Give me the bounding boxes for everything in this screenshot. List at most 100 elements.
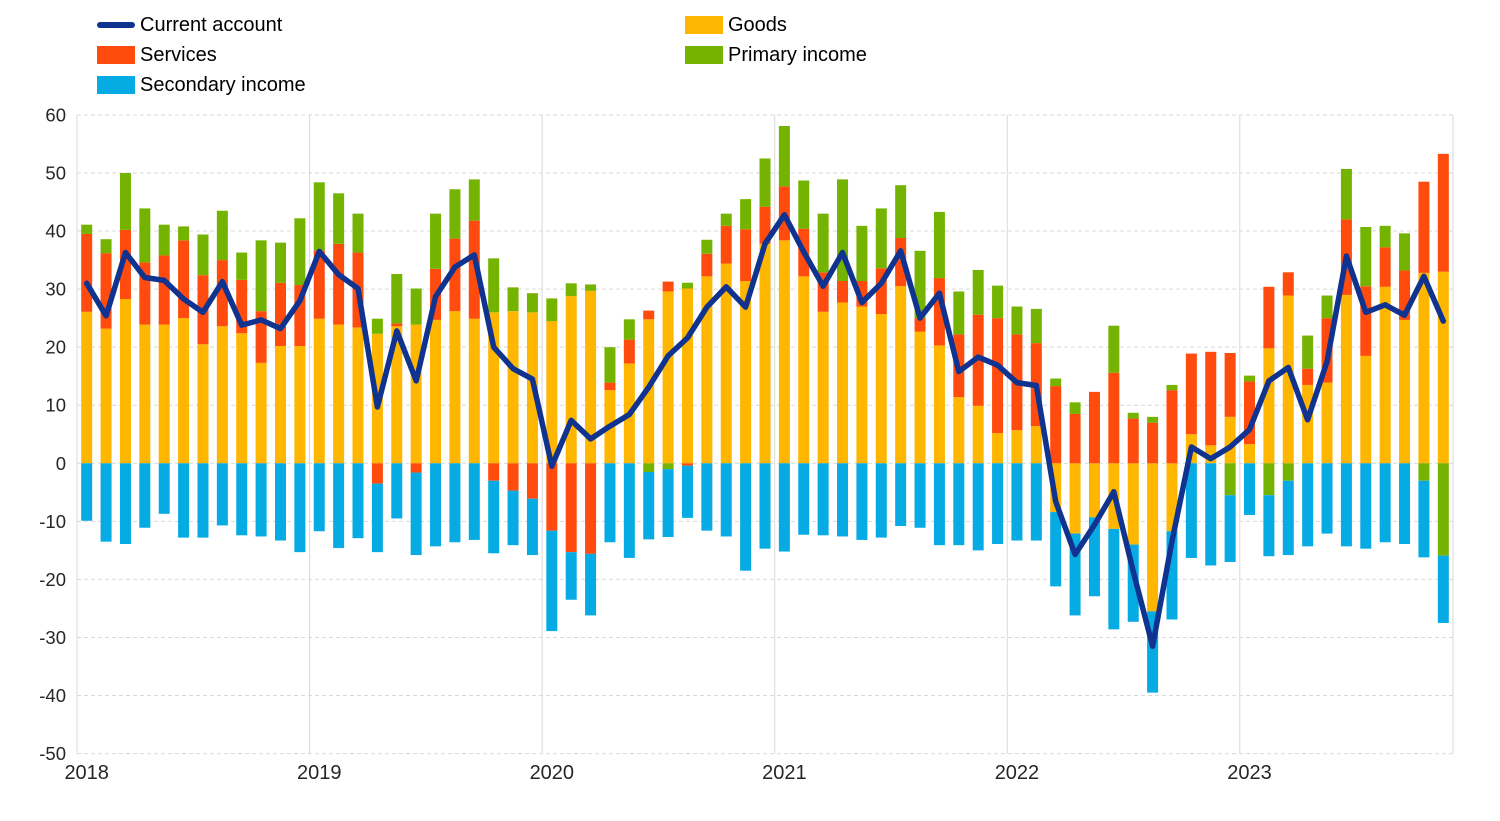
- bar-segment-secondary-income: [953, 463, 965, 546]
- bar-segment-secondary-income: [1108, 528, 1120, 630]
- bar-segment-services: [139, 262, 151, 325]
- bar-segment-goods: [895, 286, 907, 464]
- bar-segment-goods: [1030, 426, 1042, 464]
- bar-segment-goods: [313, 318, 325, 464]
- y-tick-label: -20: [39, 569, 66, 590]
- bar-segment-goods: [565, 296, 577, 464]
- bar-segment-services: [1282, 272, 1294, 296]
- bar-segment-secondary-income: [1399, 463, 1411, 545]
- bar-segment-secondary-income: [274, 463, 286, 541]
- bar-segment-primary-income: [468, 179, 480, 221]
- bar-segment-goods: [294, 346, 306, 464]
- bar-segment-goods: [914, 331, 926, 464]
- bar-segment-services: [410, 463, 422, 473]
- bar-segment-primary-income: [837, 179, 849, 281]
- bar-segment-goods: [720, 263, 732, 464]
- bar-segment-goods: [352, 327, 364, 464]
- bar-segment-secondary-income: [1011, 463, 1023, 541]
- bar-segment-secondary-income: [100, 463, 112, 542]
- bar-segment-secondary-income: [178, 463, 190, 538]
- bar-segment-secondary-income: [972, 463, 984, 551]
- bar-segment-goods: [1340, 294, 1352, 464]
- y-tick-label: 10: [45, 395, 66, 416]
- bar-segment-primary-income: [1166, 384, 1178, 391]
- bar-segment-goods: [933, 345, 945, 464]
- bar-segment-secondary-income: [1321, 463, 1333, 534]
- bar-segment-goods: [778, 240, 790, 464]
- bar-segment-primary-income: [158, 224, 170, 256]
- bar-segment-goods: [1224, 416, 1236, 464]
- bar-segment-services: [119, 229, 131, 299]
- bar-segment-services: [1147, 422, 1159, 464]
- bar-segment-primary-income: [585, 284, 597, 291]
- bar-segment-services: [274, 282, 286, 347]
- legend-label-goods: Goods: [728, 13, 787, 36]
- x-tick-label: 2020: [530, 762, 575, 784]
- bar-segment-goods: [798, 276, 810, 464]
- bar-segment-primary-income: [352, 213, 364, 253]
- bar-segment-primary-income: [294, 218, 306, 286]
- bar-segment-secondary-income: [798, 463, 810, 535]
- bar-segment-services: [333, 243, 345, 325]
- legend-item-services: Services: [97, 40, 306, 70]
- bar-segment-primary-income: [1321, 295, 1333, 319]
- bar-segment-goods: [449, 311, 461, 464]
- bar-segment-services: [313, 250, 325, 319]
- bar-segment-primary-income: [274, 242, 286, 283]
- bar-segment-secondary-income: [1437, 555, 1449, 623]
- bar-segment-primary-income: [720, 213, 732, 226]
- bar-segment-primary-income: [1302, 335, 1314, 369]
- bar-segment-services: [837, 280, 849, 303]
- y-tick-label: 20: [45, 337, 66, 358]
- bar-segment-services: [933, 278, 945, 346]
- bar-segment-primary-income: [81, 224, 93, 234]
- bar-segment-primary-income: [856, 225, 868, 281]
- bar-segment-secondary-income: [1205, 463, 1217, 566]
- goods-swatch-icon: [685, 16, 723, 34]
- bar-segment-services: [740, 229, 752, 281]
- bar-segment-secondary-income: [1088, 517, 1100, 597]
- bar-segment-services: [294, 285, 306, 347]
- bar-segment-secondary-income: [507, 490, 519, 546]
- bar-segment-secondary-income: [449, 463, 461, 543]
- bar-segment-primary-income: [953, 291, 965, 335]
- bar-segment-primary-income: [1379, 225, 1391, 248]
- bar-segment-services: [1050, 386, 1062, 464]
- legend-label-services: Services: [140, 43, 217, 66]
- legend-column-right: Goods Primary income: [685, 10, 867, 70]
- bar-segment-primary-income: [643, 463, 655, 473]
- bar-segment-primary-income: [604, 347, 616, 383]
- bar-segment-goods: [1399, 319, 1411, 464]
- y-tick-label: -10: [39, 511, 66, 532]
- bar-segment-goods: [856, 306, 868, 464]
- bar-segment-primary-income: [313, 182, 325, 251]
- bar-segment-goods: [430, 319, 442, 464]
- bar-segment-secondary-income: [333, 463, 345, 549]
- bar-segment-secondary-income: [546, 530, 558, 632]
- bar-segment-goods: [1011, 430, 1023, 464]
- bar-segment-secondary-income: [1302, 463, 1314, 547]
- bar-segment-services: [468, 220, 480, 319]
- bar-segment-goods: [216, 326, 228, 464]
- bar-segment-secondary-income: [294, 463, 306, 553]
- bar-segment-services: [1185, 353, 1197, 435]
- bar-segment-goods: [507, 311, 519, 464]
- x-tick-label: 2023: [1227, 762, 1272, 784]
- bar-segment-goods: [1360, 355, 1372, 464]
- bar-segment-secondary-income: [740, 463, 752, 571]
- bar-segment-services: [662, 281, 674, 292]
- bar-segment-goods: [681, 288, 693, 464]
- bar-segment-goods: [953, 397, 965, 464]
- bar-segment-primary-income: [1437, 463, 1449, 556]
- bar-segment-secondary-income: [119, 463, 131, 545]
- bar-segment-primary-income: [875, 208, 887, 269]
- bar-segment-secondary-income: [662, 469, 674, 538]
- bar-segment-primary-income: [817, 213, 829, 273]
- bar-segment-secondary-income: [604, 463, 616, 543]
- bar-segment-goods: [139, 324, 151, 464]
- bar-segment-services: [1244, 381, 1256, 445]
- bar-segment-goods: [410, 324, 422, 464]
- bar-segment-services: [1418, 181, 1430, 273]
- bar-segment-secondary-income: [933, 463, 945, 546]
- bar-segment-secondary-income: [623, 463, 635, 558]
